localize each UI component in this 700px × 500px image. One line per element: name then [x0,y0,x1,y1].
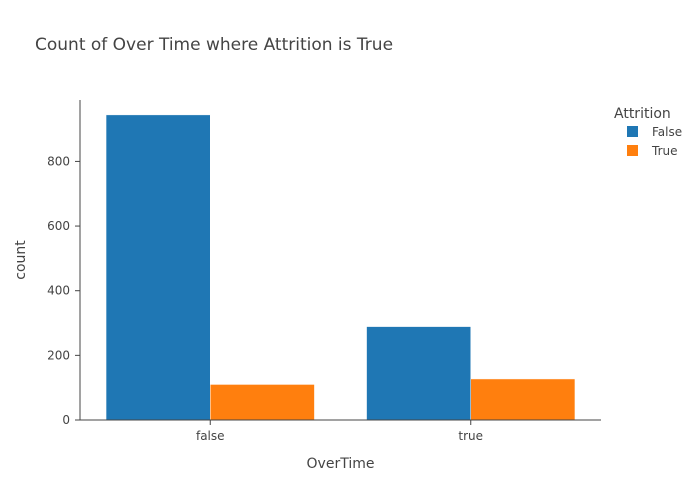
legend-label-true[interactable]: True [651,144,678,158]
chart-title: Count of Over Time where Attrition is Tr… [35,35,393,55]
bar-true-false [366,326,471,421]
bar-false-true [210,384,315,421]
legend-items: False True [627,125,682,158]
x-axis-title: OverTime [307,456,375,472]
y-axis-title: count [13,240,29,280]
legend-swatch-false[interactable] [627,126,638,137]
bars [105,114,576,421]
legend-title: Attrition [614,106,671,122]
bar-false-false [105,114,211,421]
y-tick-label: 400 [47,284,70,298]
y-axis-ticks: 0 200 400 600 800 [47,154,80,427]
y-tick-label: 200 [47,348,70,362]
legend-swatch-true[interactable] [627,145,638,156]
legend-label-false[interactable]: False [652,125,682,139]
legend: Attrition False True [614,106,682,158]
y-tick-label: 800 [47,154,70,168]
x-axis-ticks: false true [196,420,483,443]
x-tick-label: false [196,429,225,443]
y-tick-label: 0 [62,413,70,427]
bar-true-true [470,378,576,421]
x-tick-label: true [458,429,483,443]
y-tick-label: 600 [47,219,70,233]
